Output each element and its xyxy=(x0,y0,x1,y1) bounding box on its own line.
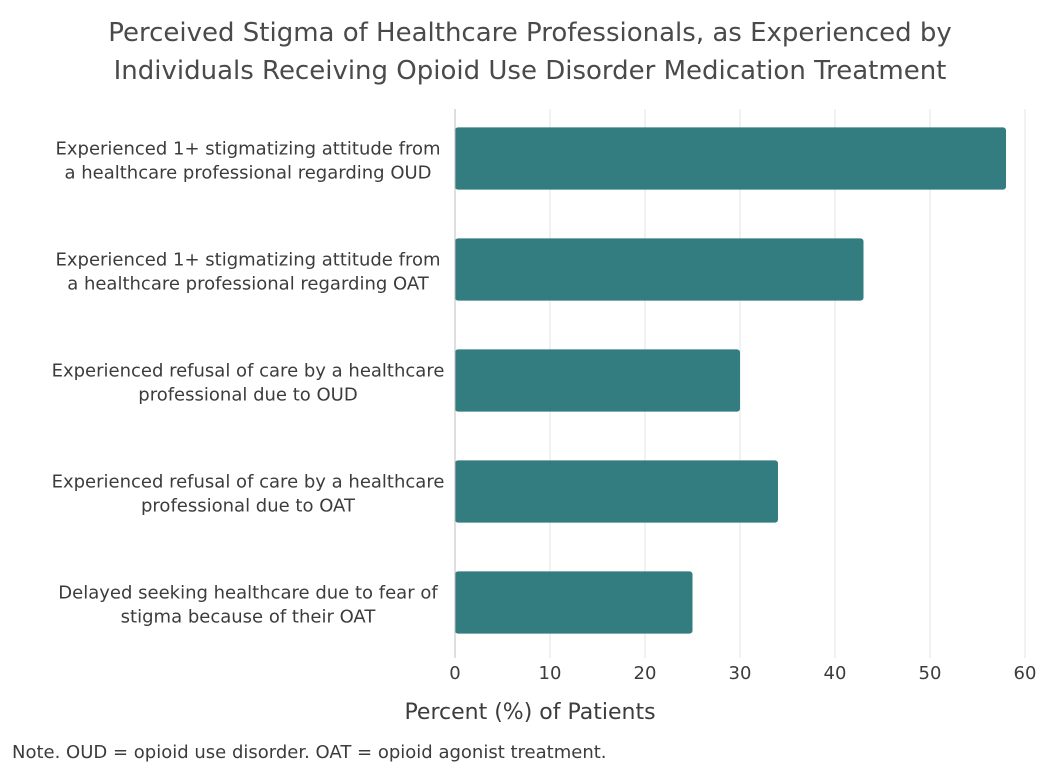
x-tick-label-50: 50 xyxy=(919,663,942,684)
x-tick-label-20: 20 xyxy=(634,663,657,684)
x-tick-label-40: 40 xyxy=(824,663,847,684)
x-tick-label-30: 30 xyxy=(729,663,752,684)
bar-4 xyxy=(455,460,778,523)
category-label-3: Experienced refusal of care by a healthc… xyxy=(52,361,445,406)
category-label-2: Experienced 1+ stigmatizing attitude fro… xyxy=(56,250,441,295)
category-label-3-line-1: Experienced refusal of care by a healthc… xyxy=(52,361,445,382)
category-label-2-line-1: Experienced 1+ stigmatizing attitude fro… xyxy=(56,250,441,271)
category-label-4-line-2: professional due to OAT xyxy=(141,496,356,517)
category-label-5-line-1: Delayed seeking healthcare due to fear o… xyxy=(58,583,438,604)
x-tick-label-60: 60 xyxy=(1014,663,1037,684)
chart-title-line-2: Individuals Receiving Opioid Use Disorde… xyxy=(113,56,947,86)
x-tick-label-0: 0 xyxy=(449,663,460,684)
category-label-1-line-1: Experienced 1+ stigmatizing attitude fro… xyxy=(56,139,441,160)
category-label-5: Delayed seeking healthcare due to fear o… xyxy=(58,583,438,628)
footnote: Note. OUD = opioid use disorder. OAT = o… xyxy=(12,742,607,763)
bar-2 xyxy=(455,238,864,301)
x-tick-label-10: 10 xyxy=(539,663,562,684)
category-label-2-line-2: a healthcare professional regarding OAT xyxy=(67,274,430,295)
category-label-4-line-1: Experienced refusal of care by a healthc… xyxy=(52,472,445,493)
bar-3 xyxy=(455,349,740,412)
category-label-5-line-2: stigma because of their OAT xyxy=(121,607,377,628)
category-label-3-line-2: professional due to OUD xyxy=(138,385,357,406)
bar-1 xyxy=(455,127,1006,190)
bar-5 xyxy=(455,571,693,634)
category-label-1-line-2: a healthcare professional regarding OUD xyxy=(64,163,431,184)
x-axis-label: Percent (%) of Patients xyxy=(404,700,656,725)
chart-title: Perceived Stigma of Healthcare Professio… xyxy=(0,14,1060,90)
category-label-4: Experienced refusal of care by a healthc… xyxy=(52,472,445,517)
chart-title-line-1: Perceived Stigma of Healthcare Professio… xyxy=(108,18,952,48)
category-label-1: Experienced 1+ stigmatizing attitude fro… xyxy=(56,139,441,184)
